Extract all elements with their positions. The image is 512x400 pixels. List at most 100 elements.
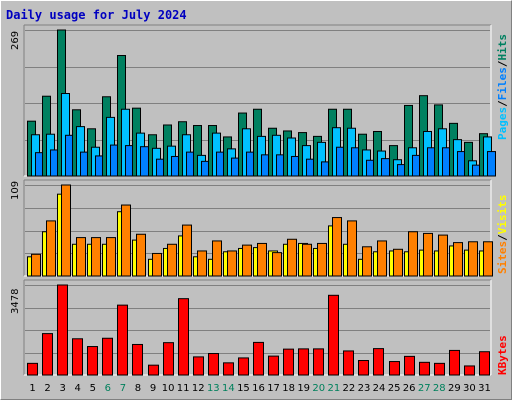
day-label: 25 [388, 383, 401, 394]
sites-bar [227, 250, 237, 277]
day-label: 23 [358, 383, 371, 394]
kbytes-bar [238, 357, 249, 376]
kbytes-bar [208, 353, 219, 376]
sites-bar [347, 220, 357, 277]
day-label: 5 [90, 383, 96, 394]
page-title: Daily usage for July 2024 [6, 8, 187, 22]
legend-item-kbytes: KBytes [496, 335, 509, 375]
legend-item-sites: Sites [496, 241, 509, 274]
kbytes-bar [434, 362, 445, 376]
sites-bar [136, 233, 146, 277]
day-label: 22 [343, 383, 356, 394]
sites-bar [438, 234, 448, 277]
legend: KBytes [496, 335, 509, 375]
kbytes-bar [479, 351, 490, 376]
max-value-label: 3478 [10, 289, 21, 314]
day-label: 6 [105, 383, 111, 394]
kbytes-bar [87, 346, 98, 376]
day-label: 17 [267, 383, 280, 394]
day-label: 26 [403, 383, 416, 394]
day-label: 4 [75, 383, 81, 394]
legend-separator: / [496, 60, 509, 67]
day-label: 3 [59, 383, 65, 394]
day-label: 21 [327, 383, 340, 394]
sites-bar [197, 250, 207, 277]
sites-bar [46, 220, 56, 277]
legend: Pages/Files/Hits [496, 34, 509, 140]
sites-bar [212, 240, 222, 277]
day-label: 18 [282, 383, 295, 394]
sites-bar [257, 242, 267, 277]
kbytes-bar [404, 355, 415, 376]
sites-bar [332, 217, 342, 277]
kbytes-bar [223, 362, 234, 376]
sites-bar [31, 253, 41, 277]
kbytes-bar [358, 360, 369, 376]
sites-bar [61, 184, 71, 277]
sites-bar [242, 244, 252, 277]
max-value-label: 109 [10, 181, 21, 200]
sites-bar [317, 242, 327, 277]
pages-bar [487, 151, 496, 177]
sites-bar [468, 241, 478, 277]
kbytes-bar [132, 343, 143, 376]
day-label: 14 [222, 383, 235, 394]
legend-item-hits: Hits [496, 34, 509, 61]
kbytes-bar [328, 294, 339, 376]
kbytes-bar [117, 304, 128, 376]
day-label: 16 [252, 383, 265, 394]
legend: Sites/Visits [496, 195, 509, 275]
day-label: 11 [177, 383, 190, 394]
sites-bar [287, 238, 297, 277]
sites-bar [302, 243, 312, 277]
legend-separator: / [496, 234, 509, 241]
kbytes-bar [373, 348, 384, 376]
kbytes-bar [27, 362, 38, 376]
kbytes-bar [163, 342, 174, 376]
kbytes-bar [72, 338, 83, 376]
sites-bar [182, 224, 192, 277]
day-label: 19 [297, 383, 310, 394]
day-label: 2 [44, 383, 50, 394]
panel-1: 269 Pages/Files/Hits [10, 24, 509, 177]
day-label: 29 [448, 383, 461, 394]
legend-item-pages: Pages [496, 107, 509, 140]
kbytes-bar [283, 348, 294, 376]
kbytes-bar [193, 356, 204, 376]
day-label: 10 [162, 383, 175, 394]
day-label: 20 [312, 383, 325, 394]
day-label: 7 [120, 383, 126, 394]
kbytes-bar [343, 350, 354, 376]
pages-bar [381, 158, 390, 177]
kbytes-bar [57, 284, 68, 376]
sites-bar [377, 240, 387, 277]
sites-bar [272, 252, 282, 277]
kbytes-bar [389, 361, 400, 376]
kbytes-bar [313, 348, 324, 376]
legend-separator: / [496, 100, 509, 107]
kbytes-bar [178, 298, 189, 376]
x-axis: 1 2 3 4 5 6 7 8 9 10 11 12 13 14 15 16 17 18 19 20 21 22 23 24 2… [29, 383, 490, 394]
kbytes-bar [298, 348, 309, 376]
max-value-label: 269 [10, 31, 21, 50]
day-label: 13 [207, 383, 220, 394]
legend-item-visits: Visits [496, 195, 509, 235]
panel-2: 109 Sites/Visits [10, 179, 509, 277]
kbytes-bar [102, 337, 113, 376]
kbytes-bar [449, 349, 460, 376]
kbytes-bar [268, 355, 279, 376]
sites-bar [483, 241, 493, 277]
pages-bar [140, 146, 149, 177]
sites-bar [76, 237, 86, 277]
sites-bar [91, 237, 101, 277]
sites-bar [393, 248, 403, 277]
day-label: 31 [478, 383, 491, 394]
sites-bar [106, 237, 116, 277]
sites-bar [167, 243, 177, 277]
sites-bar [423, 232, 433, 277]
kbytes-bar [148, 364, 159, 376]
kbytes-bar [42, 333, 53, 376]
day-label: 12 [192, 383, 205, 394]
panel-3: 3478 KBytes [10, 279, 509, 376]
day-label: 30 [463, 383, 476, 394]
